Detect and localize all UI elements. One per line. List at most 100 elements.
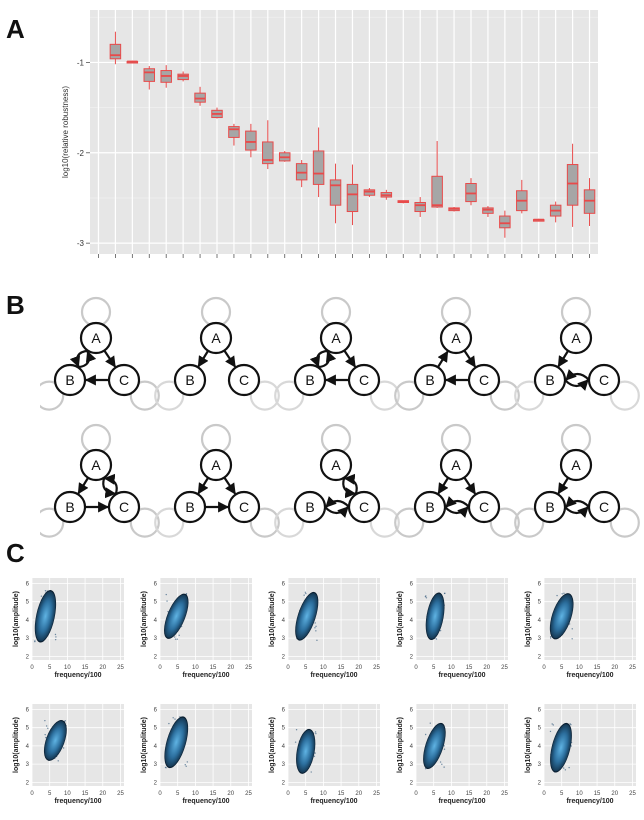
box-13 (295, 160, 308, 188)
scatter-point (34, 640, 36, 643)
scatter-point (439, 629, 442, 632)
x-tick-label: 15 (338, 665, 345, 671)
scatter-point (45, 736, 47, 739)
edge-a-c (463, 476, 477, 495)
box-25 (499, 210, 511, 238)
box-10 (245, 123, 257, 158)
scatter-point (443, 748, 446, 750)
scatter-point (62, 747, 65, 749)
edge-c-a (343, 473, 358, 495)
node-label-a: A (91, 457, 101, 473)
x-tick-label: 0 (158, 791, 162, 797)
edge-a-c (463, 349, 477, 368)
x-tick-label: 20 (483, 665, 490, 671)
edge-a-c (342, 477, 357, 499)
x-axis-label: frequency/100 (310, 798, 357, 805)
scatter-point (315, 630, 317, 632)
node-label-a: A (571, 457, 581, 473)
density-plot-7: 0 5 10 15 20 25 2 3 4 5 6 frequency/100 log10(amplit… (141, 704, 252, 805)
self-loop-c (369, 507, 400, 538)
node-a (439, 321, 473, 355)
x-tick-label: 0 (286, 791, 290, 797)
box-body (295, 163, 308, 181)
edge-a-b (197, 477, 210, 495)
x-tick-label: 10 (192, 665, 199, 671)
network-2-3: A B C (274, 423, 400, 538)
y-tick-label: 3 (154, 762, 158, 768)
scatter-point (424, 767, 427, 770)
y-tick-label: 4 (154, 618, 158, 624)
self-loop-c (489, 380, 520, 411)
node-label-b: B (65, 372, 74, 388)
box-body (583, 189, 596, 214)
edge-a-c (102, 477, 117, 499)
y-tick-label: 5 (410, 726, 414, 732)
network-2-5: A B C (514, 423, 640, 538)
self-loop-c (129, 507, 160, 538)
y-tick-label: 5 (154, 726, 158, 732)
scatter-point (429, 722, 431, 724)
y-tick-label: 3 (410, 636, 414, 642)
node-c (467, 363, 501, 397)
y-tick-label: 2 (26, 654, 30, 660)
box-6 (177, 71, 189, 82)
scatter-point (564, 769, 567, 771)
scatter-point (571, 628, 573, 630)
y-tick-label: 2 (282, 654, 286, 660)
node-c (587, 363, 621, 397)
box-21 (431, 141, 443, 208)
edge-c-b (325, 496, 350, 508)
scatter-point (561, 593, 563, 595)
self-loop-a (200, 296, 232, 328)
edge-b-a (436, 350, 449, 368)
self-loop-a (440, 296, 472, 328)
density-plot-6: 0 5 10 15 20 25 2 3 4 5 6 frequency/100 log10(amplit… (13, 704, 124, 805)
scatter-point (570, 723, 572, 726)
node-label-c: C (359, 372, 369, 388)
node-label-c: C (479, 499, 489, 515)
self-loop-a (320, 423, 352, 455)
x-axis-label: frequency/100 (566, 798, 613, 805)
scatter-point (550, 637, 552, 639)
scatter-point (168, 722, 170, 725)
box-body (245, 130, 257, 151)
x-axis-label: frequency/100 (566, 672, 613, 679)
node-label-b: B (305, 499, 314, 515)
y-tick-label: 4 (282, 744, 286, 750)
x-tick-label: 15 (338, 791, 345, 797)
x-tick-label: 10 (320, 665, 327, 671)
scatter-point (316, 639, 318, 642)
y-tick-label: 6 (410, 707, 414, 713)
density-blob (423, 723, 446, 768)
node-c (107, 363, 141, 397)
edge-c-b (565, 369, 590, 381)
x-tick-label: 10 (64, 791, 71, 797)
x-tick-label: 0 (414, 665, 418, 671)
scatter-point (294, 741, 297, 743)
box-24 (482, 206, 494, 217)
scatter-point (64, 720, 66, 722)
box-29 (566, 143, 579, 227)
box-body (312, 150, 325, 185)
box-11 (262, 120, 274, 170)
density-plot-9: 0 5 10 15 20 25 2 3 4 5 6 frequency/100 log10(amplit… (397, 704, 508, 805)
node-label-c: C (599, 372, 609, 388)
robustness-boxplot: -1 -2 -3 log10(relative robustness) (61, 10, 598, 270)
scatter-point (314, 752, 316, 754)
self-loop-b (40, 380, 65, 411)
y-tick-label: 2 (410, 780, 414, 786)
y-tick-label: 5 (282, 600, 286, 606)
box-23 (465, 178, 477, 206)
y-tick-label: 2 (538, 654, 542, 660)
y-tick-label: 2 (282, 780, 286, 786)
node-a (559, 321, 593, 355)
self-loop-a (200, 423, 232, 455)
scatter-point (304, 591, 307, 594)
network-1-2: A B C (154, 296, 280, 411)
y-tick-label: -1 (77, 58, 85, 67)
x-tick-label: 10 (576, 791, 583, 797)
scatter-point (424, 733, 427, 736)
scatter-point (303, 594, 305, 596)
y-tick-label: 6 (154, 707, 158, 713)
node-label-a: A (91, 330, 101, 346)
